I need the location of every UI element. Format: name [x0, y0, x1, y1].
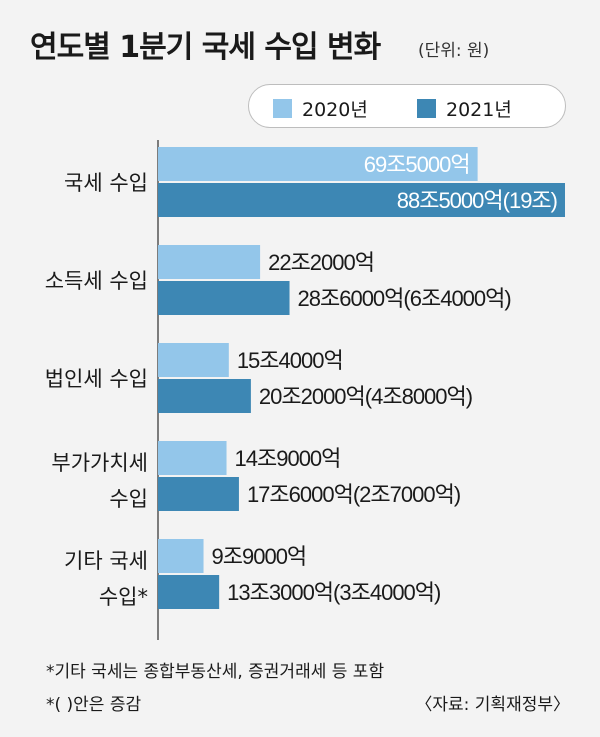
bar-value-label: 15조4000억	[237, 348, 343, 373]
bar-value-label: 20조2000억(4조8000억)	[259, 384, 472, 409]
legend-swatch-2020	[273, 99, 292, 118]
footnote-other-taxes: *기타 국세는 종합부동산세, 증권거래세 등 포함	[46, 662, 385, 682]
legend-label-2020: 2020년	[302, 99, 368, 121]
bar-2021	[158, 575, 220, 609]
bar-2020	[158, 343, 229, 377]
bar-value-label: 13조3000억(3조4000억)	[227, 580, 440, 605]
bar-value-label: 88조5000억(19조)	[397, 188, 557, 213]
category-label: 기타 국세	[64, 549, 148, 573]
category-label: 부가가치세	[51, 451, 148, 475]
category-label: 수입	[109, 487, 148, 511]
bar-value-label: 69조5000억	[364, 152, 470, 177]
legend-item-2021: 2021년	[417, 95, 512, 122]
legend-swatch-2021	[417, 99, 436, 118]
legend: 2020년 2021년	[248, 84, 566, 128]
unit-label: (단위: 원)	[418, 41, 490, 61]
source-label: 〈자료: 기획재정부〉	[415, 695, 570, 715]
bar-value-label: 9조9000억	[212, 544, 307, 569]
bar-2020	[158, 441, 227, 475]
bar-2021	[158, 477, 239, 511]
category-label: 수입*	[99, 585, 148, 609]
bar-2021	[158, 183, 565, 217]
footnote-change: *( )안은 증감	[46, 695, 142, 715]
bar-2020	[158, 147, 478, 181]
category-label: 법인세 수입	[45, 367, 148, 391]
legend-item-2020: 2020년	[273, 95, 368, 122]
bar-value-label: 22조2000억	[268, 250, 374, 275]
category-label: 국세 수입	[64, 171, 148, 195]
bar-2020	[158, 245, 261, 279]
bar-value-label: 28조6000억(6조4000억)	[298, 286, 511, 311]
category-label: 소득세 수입	[45, 269, 148, 293]
bar-2020	[158, 539, 204, 573]
bar-value-label: 17조6000억(2조7000억)	[247, 482, 460, 507]
bar-2021	[158, 379, 251, 413]
bar-2021	[158, 281, 290, 315]
bar-value-label: 14조9000억	[235, 446, 341, 471]
legend-label-2021: 2021년	[446, 99, 512, 121]
chart-title: 연도별 1분기 국세 수입 변화	[30, 30, 381, 65]
